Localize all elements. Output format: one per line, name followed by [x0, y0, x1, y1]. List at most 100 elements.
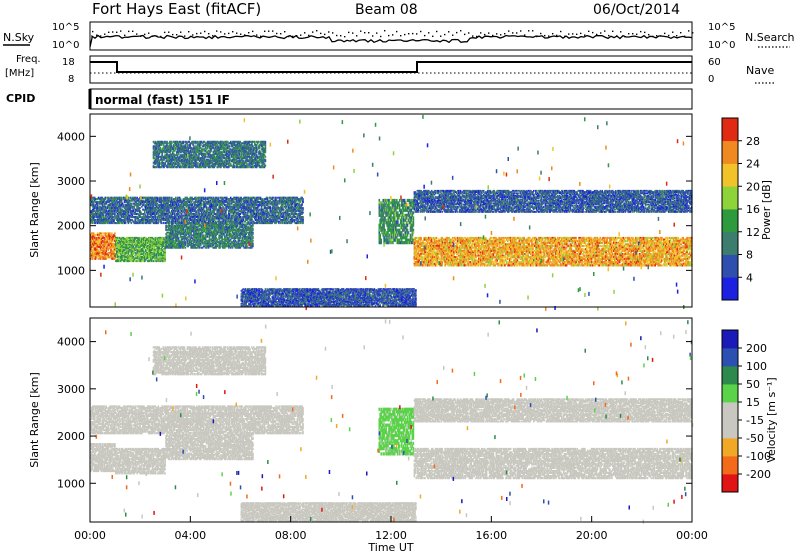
scatter-cell — [91, 233, 93, 236]
scatter-cell — [229, 243, 232, 246]
scatter-cell — [116, 251, 118, 254]
scatter-cell — [115, 253, 117, 256]
scatter-cell — [114, 235, 116, 238]
scatter-cell — [168, 238, 170, 241]
scatter-cell — [135, 257, 137, 260]
scatter-cell — [91, 239, 94, 242]
scatter-cell — [140, 242, 142, 245]
scatter-cell — [124, 243, 127, 246]
scatter-cell — [174, 246, 177, 249]
scatter-cell — [141, 247, 143, 250]
scatter-cell — [229, 230, 232, 233]
scatter-cell — [202, 230, 205, 233]
scatter-cell — [144, 242, 146, 245]
scatter-cell — [222, 241, 224, 244]
scatter-cell — [134, 249, 136, 252]
scatter-cell — [206, 223, 209, 226]
scatter-cell — [242, 234, 244, 237]
scatter-cell — [191, 237, 193, 240]
scatter-cell — [113, 244, 115, 247]
scatter-cell — [127, 243, 130, 246]
scatter-cell — [238, 238, 241, 241]
scatter-cell — [146, 253, 148, 256]
scatter-cell — [95, 251, 98, 254]
scatter-cell — [126, 242, 129, 245]
noise-dot — [664, 32, 666, 35]
scatter-cell — [117, 256, 119, 258]
scatter-cell — [239, 246, 242, 249]
scatter-cell — [238, 223, 241, 226]
scatter-cell — [149, 254, 152, 257]
scatter-cell — [92, 198, 95, 201]
scatter-cell — [247, 228, 249, 231]
scatter-cell — [145, 242, 147, 245]
scatter-cell — [232, 243, 235, 246]
scatter-cell — [234, 226, 237, 229]
scatter-cell — [91, 211, 94, 214]
scatter-cell — [126, 246, 129, 249]
scatter-cell — [158, 242, 161, 245]
scatter-cell — [153, 239, 156, 242]
noise-dot — [668, 34, 670, 37]
scatter-cell — [204, 241, 207, 244]
scatter-cell — [123, 242, 126, 245]
scatter-cell — [212, 223, 215, 226]
scatter-cell — [130, 253, 133, 256]
scatter-cell — [169, 237, 171, 240]
scatter-cell — [118, 251, 121, 254]
scatter-cell — [161, 238, 163, 241]
scatter-cell — [98, 245, 101, 248]
scatter-cell — [109, 236, 111, 239]
scatter-cell — [210, 234, 213, 237]
scatter-cell — [231, 223, 234, 226]
scatter-cell — [135, 245, 137, 247]
scatter-cell — [208, 243, 211, 246]
scatter-cell — [251, 243, 253, 246]
scatter-cell — [251, 246, 253, 249]
scatter-cell — [241, 231, 244, 234]
scatter-cell — [158, 246, 161, 249]
scatter-cell — [139, 250, 141, 253]
scatter-cell — [95, 207, 98, 210]
scatter-cell — [125, 247, 128, 250]
scatter-cell — [94, 251, 97, 254]
scatter-cell — [225, 223, 227, 226]
scatter-cell — [150, 260, 153, 263]
scatter-cell — [95, 205, 98, 208]
scatter-cell — [101, 244, 104, 247]
scatter-cell — [180, 235, 183, 238]
scatter-cell — [199, 227, 201, 230]
scatter-cell — [166, 224, 168, 227]
scatter-cell — [118, 254, 120, 257]
scatter-cell — [152, 256, 155, 258]
scatter-cell — [206, 242, 209, 245]
scatter-cell — [199, 234, 201, 237]
scatter-cell — [282, 208, 285, 211]
scatter-cell — [139, 242, 141, 245]
scatter-cell — [206, 245, 209, 248]
scatter-cell — [107, 235, 109, 238]
scatter-cell — [167, 231, 169, 234]
scatter-cell — [238, 243, 241, 246]
scatter-cell — [188, 239, 190, 242]
scatter-cell — [118, 243, 121, 246]
scatter-cell — [92, 204, 95, 207]
scatter-cell — [168, 234, 170, 237]
scatter-cell — [95, 242, 98, 245]
scatter-cell — [132, 257, 134, 260]
scatter-cell — [169, 241, 171, 244]
scatter-cell — [196, 223, 198, 226]
scatter-cell — [112, 233, 114, 236]
scatter-cell — [119, 260, 122, 263]
scatter-cell — [127, 256, 130, 258]
n-sky-label: N.Sky — [3, 31, 35, 44]
scatter-cell — [119, 254, 122, 257]
scatter-cell — [94, 214, 97, 217]
scatter-cell — [229, 234, 232, 237]
scatter-cell — [121, 238, 124, 241]
scatter-cell — [144, 260, 146, 263]
scatter-cell — [92, 241, 95, 244]
scatter-cell — [96, 202, 99, 205]
scatter-cell — [161, 249, 163, 252]
scatter-cell — [113, 236, 115, 239]
